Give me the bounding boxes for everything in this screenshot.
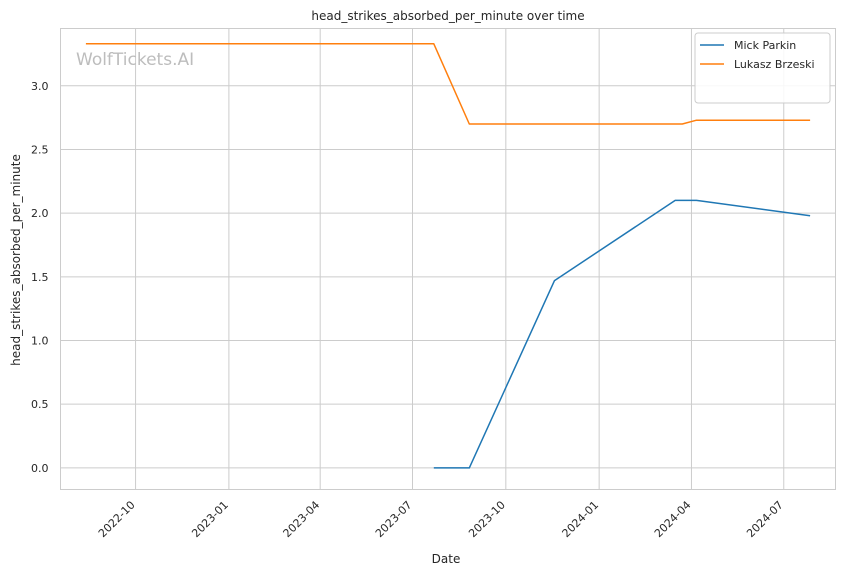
plot-area-frame xyxy=(60,28,836,490)
y-axis-label: head_strikes_absorbed_per_minute xyxy=(9,154,23,366)
y-axis-ticks: 0.0 0.5 1.0 1.5 2.0 2.5 3.0 xyxy=(31,80,49,475)
legend-label-mick-parkin: Mick Parkin xyxy=(734,39,796,52)
series-line-lukasz-brzeski xyxy=(85,43,811,125)
y-tick-label: 1.5 xyxy=(31,271,49,284)
y-tick-label: 1.0 xyxy=(31,335,49,348)
legend: Mick Parkin Lukasz Brzeski xyxy=(694,32,831,104)
legend-label-lukasz-brzeski: Lukasz Brzeski xyxy=(734,58,815,71)
legend-box xyxy=(694,32,831,104)
y-tick-label: 2.0 xyxy=(31,207,49,220)
grid xyxy=(60,28,836,490)
chart-title: head_strikes_absorbed_per_minute over ti… xyxy=(311,9,584,23)
y-tick-label: 3.0 xyxy=(31,80,49,93)
y-tick-label: 2.5 xyxy=(31,143,49,156)
watermark: WolfTickets.AI xyxy=(76,50,194,70)
series-lines xyxy=(85,43,811,469)
series-line-mick-parkin xyxy=(433,199,811,469)
x-axis-label: Date xyxy=(432,552,461,566)
y-tick-label: 0.5 xyxy=(31,398,49,411)
y-tick-label: 0.0 xyxy=(31,462,49,475)
